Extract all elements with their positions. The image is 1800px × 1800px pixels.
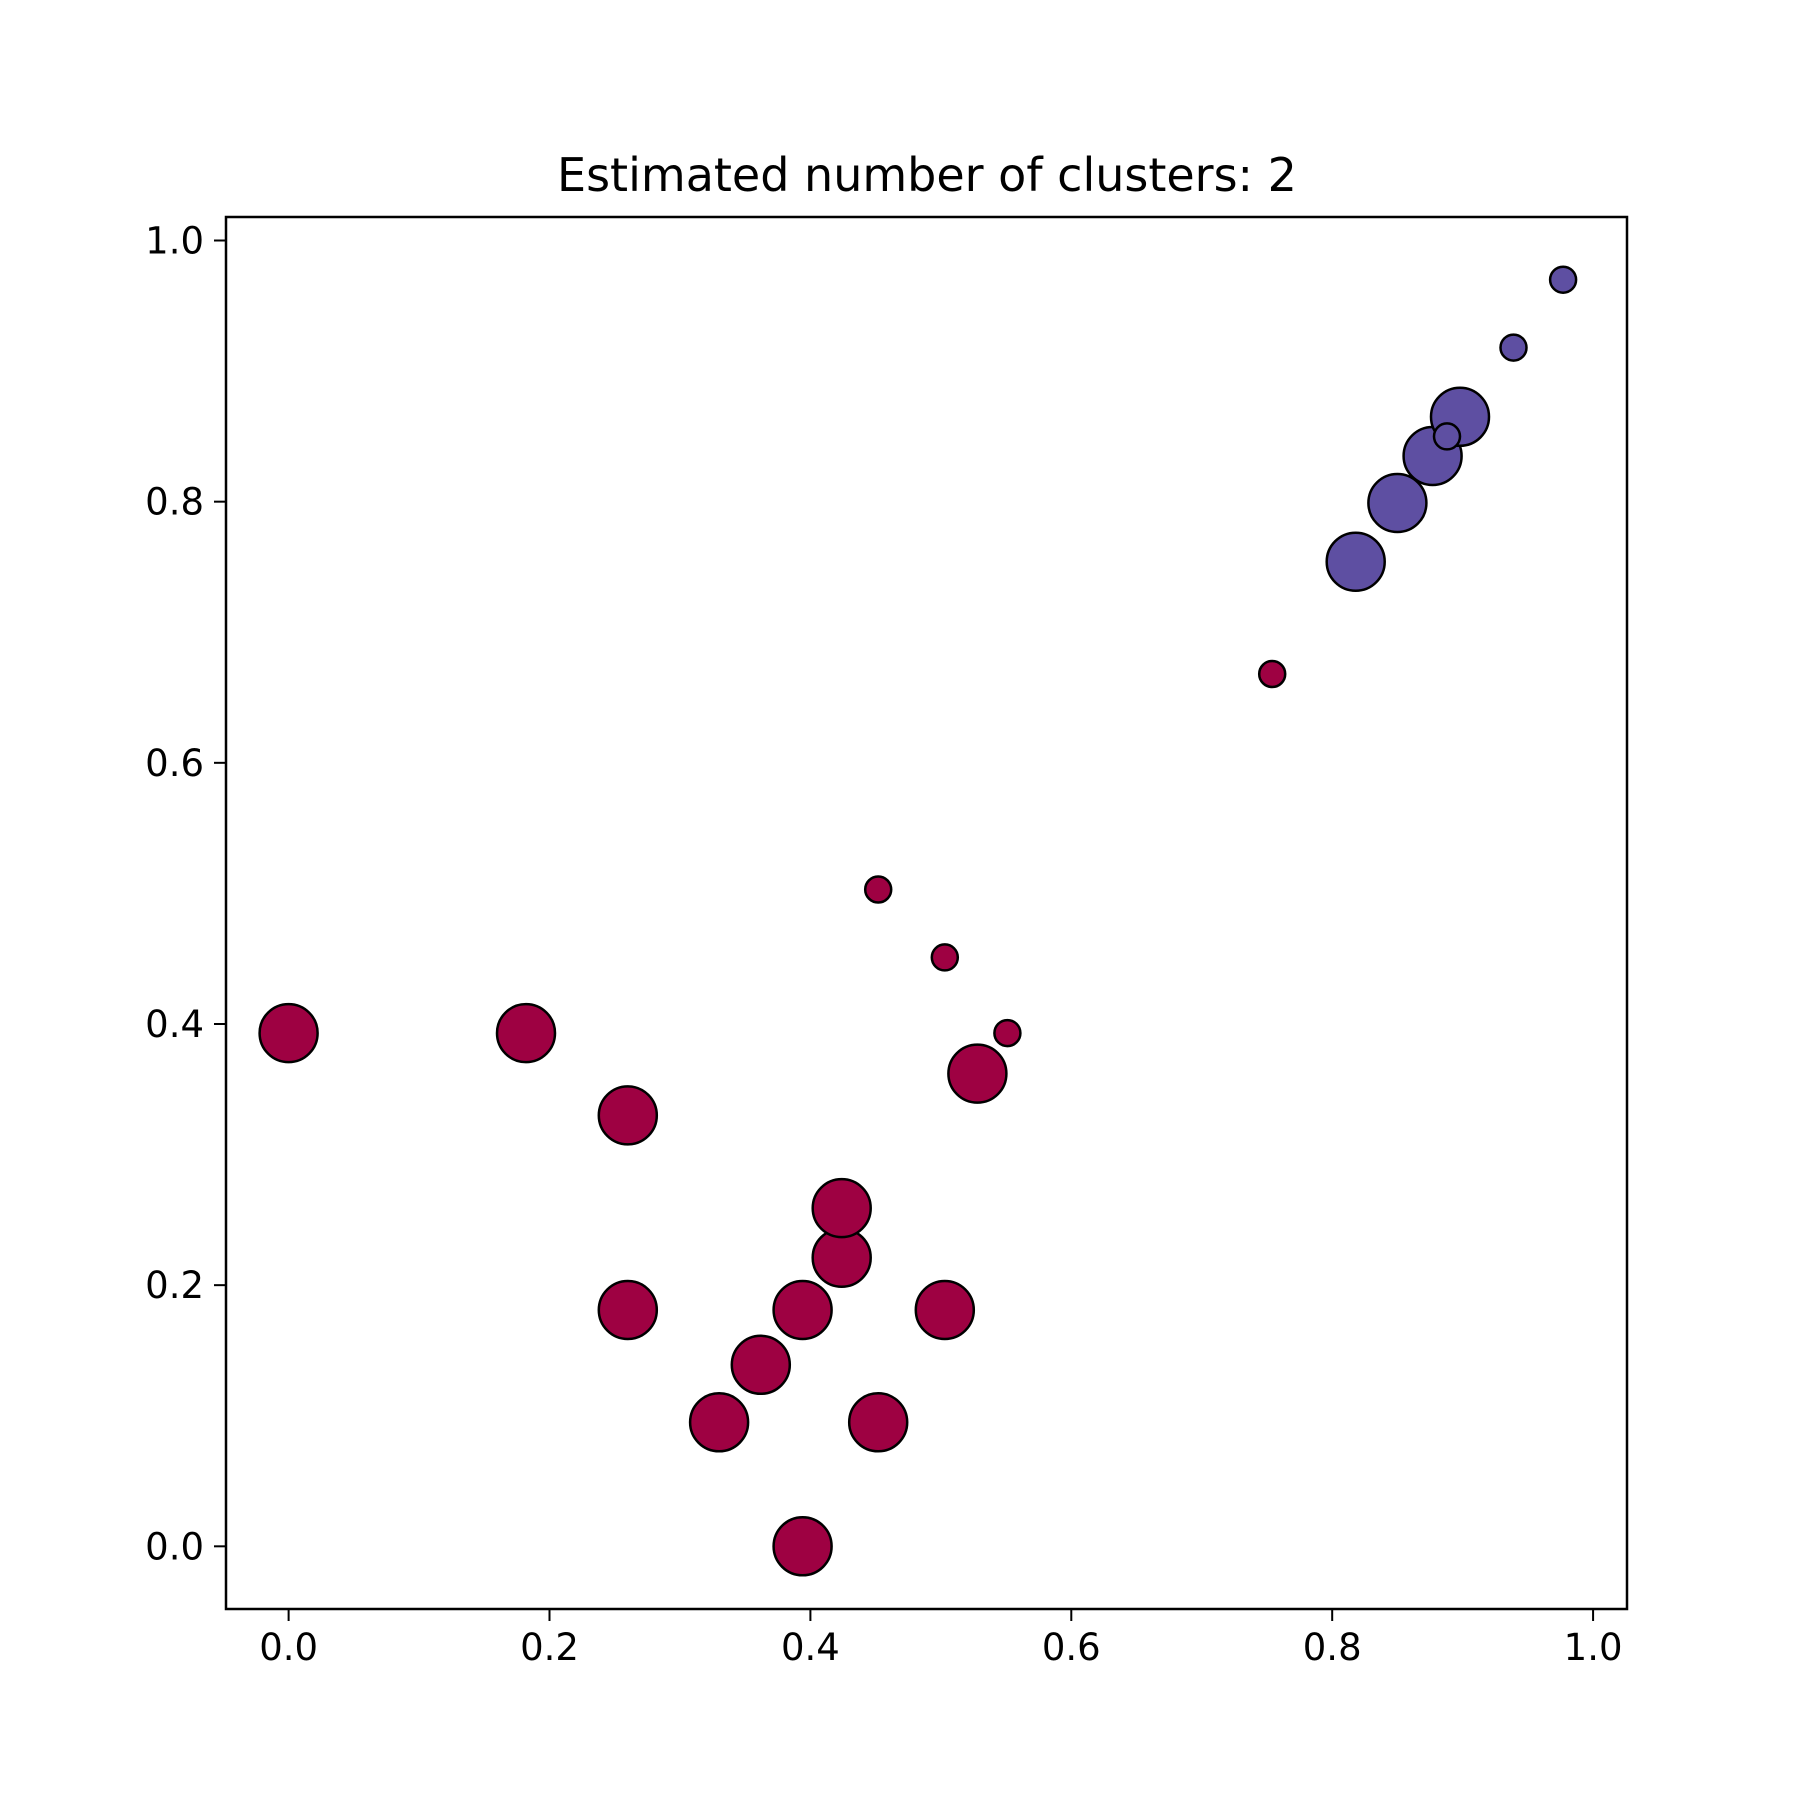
non-core-point-cluster-0-14 bbox=[930, 943, 960, 972]
core-point-cluster-1-1 bbox=[1367, 472, 1428, 534]
y-tick-label-3: 0.6 bbox=[145, 742, 204, 785]
core-point-cluster-0-7 bbox=[772, 1516, 833, 1577]
core-point-cluster-0-2 bbox=[597, 1085, 659, 1146]
core-point-cluster-0-3 bbox=[597, 1279, 659, 1341]
non-core-point-cluster-1-6 bbox=[1548, 265, 1578, 294]
x-tick-label-1: 0.2 bbox=[520, 1626, 579, 1669]
x-tick-label-0: 0.0 bbox=[259, 1626, 318, 1669]
x-tick-label-2: 0.4 bbox=[781, 1626, 840, 1669]
x-tick-label-5: 1.0 bbox=[1564, 1626, 1623, 1669]
y-tick-label-0: 0.0 bbox=[145, 1525, 204, 1568]
x-tick-label-3: 0.6 bbox=[1042, 1626, 1101, 1669]
core-point-cluster-0-0 bbox=[258, 1002, 319, 1064]
ticks-layer: 0.0 0.2 0.4 0.6 0.8 1.0 0.0 0.2 0.4 0.6 0.8 1.0 bbox=[145, 220, 1622, 1669]
core-point-cluster-0-9 bbox=[811, 1177, 872, 1239]
core-point-cluster-0-1 bbox=[495, 1002, 557, 1064]
core-point-cluster-0-4 bbox=[688, 1392, 750, 1453]
y-tick-label-4: 0.8 bbox=[145, 481, 204, 524]
core-point-cluster-0-6 bbox=[772, 1279, 833, 1341]
non-core-point-cluster-1-5 bbox=[1499, 333, 1528, 362]
core-point-cluster-1-0 bbox=[1325, 531, 1386, 592]
y-tick-label-5: 1.0 bbox=[145, 220, 204, 263]
non-core-point-cluster-1-4 bbox=[1432, 422, 1462, 451]
points-layer bbox=[258, 265, 1578, 1577]
chart-title: Estimated number of clusters: 2 bbox=[557, 148, 1297, 202]
non-core-point-cluster-0-16 bbox=[1257, 659, 1287, 689]
y-tick-label-1: 0.2 bbox=[145, 1264, 204, 1307]
core-point-cluster-0-5 bbox=[730, 1334, 792, 1396]
core-point-cluster-0-11 bbox=[914, 1279, 976, 1341]
non-core-point-cluster-0-15 bbox=[993, 1018, 1022, 1048]
plot-frame bbox=[224, 215, 1629, 1611]
x-tick-label-4: 0.8 bbox=[1303, 1626, 1362, 1669]
y-tick-label-2: 0.4 bbox=[145, 1003, 204, 1046]
core-point-cluster-0-10 bbox=[847, 1392, 909, 1453]
non-core-point-cluster-0-13 bbox=[863, 875, 893, 904]
core-point-cluster-0-12 bbox=[947, 1043, 1008, 1104]
